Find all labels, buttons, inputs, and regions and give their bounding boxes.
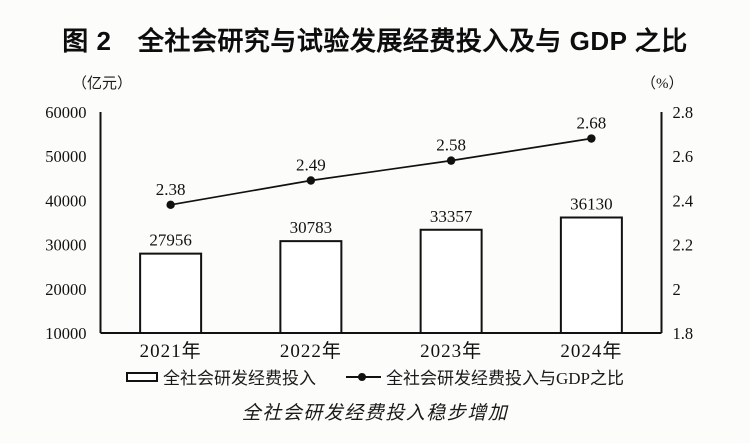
- legend-item-bar-series: 全社会研发经费投入: [125, 364, 316, 389]
- x-axis-label-2021年: 2021年: [140, 340, 202, 362]
- left-axis-unit-label: （亿元）: [72, 76, 133, 92]
- x-axis-label-2024年: 2024年: [560, 340, 622, 362]
- bar-value-label-33357: 33357: [430, 207, 473, 226]
- line-dot-icon: [357, 372, 366, 381]
- legend-item-line-series: 全社会研发经费投入与GDP之比: [345, 364, 624, 389]
- line-point-2.49: [306, 176, 316, 185]
- x-axis-label-2022年: 2022年: [280, 340, 342, 362]
- chart-legend: 全社会研发经费投入 全社会研发经费投入与GDP之比: [0, 364, 750, 389]
- right-axis-tick-2.8: 2.8: [673, 103, 694, 122]
- line-point-2.38: [166, 200, 175, 210]
- left-axis-tick-50000: 50000: [45, 147, 86, 166]
- bar-value-label-30783: 30783: [290, 218, 333, 237]
- right-axis-tick-1.8: 1.8: [673, 324, 694, 343]
- line-point-2.58: [446, 156, 456, 165]
- left-axis-tick-40000: 40000: [45, 191, 86, 210]
- legend-label-line-series: 全社会研发经费投入与GDP之比: [385, 369, 624, 388]
- bar-2022年: [279, 240, 343, 335]
- left-axis-tick-20000: 20000: [45, 280, 86, 299]
- bar-2021年: [139, 252, 203, 334]
- figure-title: 图 2 全社会研究与试验发展经费投入及与 GDP 之比: [62, 26, 688, 56]
- right-axis-tick-2.6: 2.6: [673, 147, 694, 166]
- left-axis-tick-30000: 30000: [45, 236, 86, 255]
- bar-2024年: [559, 216, 623, 334]
- right-axis-tick-2: 2: [673, 280, 681, 299]
- bar-2023年: [419, 228, 483, 334]
- bar-value-label-27956: 27956: [149, 231, 192, 250]
- line-point-2.68: [587, 134, 596, 143]
- line-swatch-icon: [345, 372, 381, 381]
- gdp-ratio-line: [170, 137, 592, 206]
- left-axis-tick-60000: 60000: [45, 103, 86, 122]
- left-axis-tick-10000: 10000: [45, 324, 86, 343]
- right-axis-unit-label: （%）: [641, 76, 684, 92]
- line-value-label-2.38: 2.38: [156, 180, 186, 199]
- right-axis-tick-2.4: 2.4: [673, 191, 694, 210]
- legend-label-bar-series: 全社会研发经费投入: [162, 369, 316, 388]
- line-value-label-2.58: 2.58: [436, 136, 466, 155]
- right-axis-tick-2.2: 2.2: [673, 236, 694, 255]
- bar-value-label-36130: 36130: [570, 195, 613, 214]
- x-axis-label-2023年: 2023年: [420, 340, 482, 362]
- bar-swatch-icon: [125, 371, 158, 382]
- line-value-label-2.49: 2.49: [296, 156, 326, 175]
- figure-caption: 全社会研发经费投入稳步增加: [241, 403, 509, 424]
- line-value-label-2.68: 2.68: [577, 114, 607, 133]
